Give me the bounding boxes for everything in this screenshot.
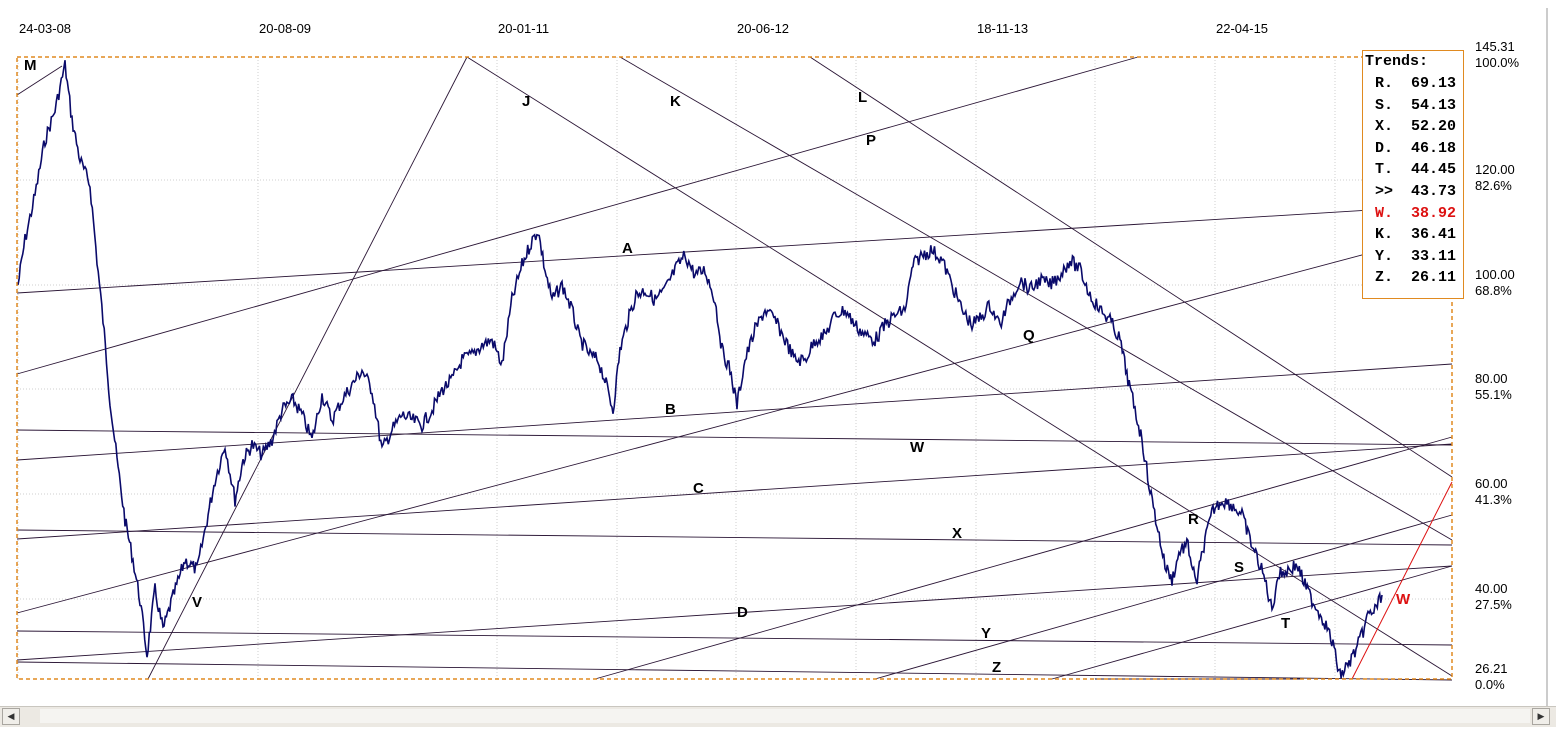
plot-frame — [16, 56, 1453, 680]
y-price-label: 145.31 — [1475, 39, 1515, 54]
active-trend-line-label: W — [1396, 591, 1411, 608]
x-tick-label: 18-11-13 — [977, 21, 1028, 36]
y-price-label: 120.00 — [1475, 162, 1515, 177]
trend-line-label-a: A — [622, 240, 633, 257]
trend-line-label-z: Z — [992, 659, 1001, 676]
trend-line — [16, 565, 1453, 661]
trend-line-label-m: M — [24, 57, 37, 74]
trend-line-label-s: S — [1234, 559, 1244, 576]
trend-line-label-t: T — [1281, 615, 1290, 632]
trend-line — [16, 630, 1453, 646]
x-tick-label: 22-04-15 — [1216, 21, 1268, 36]
trend-legend-row: D. 46.18 — [1375, 139, 1457, 157]
trend-line-label-p: P — [866, 132, 876, 149]
trend-line-label-w: W — [910, 439, 925, 456]
trend-line — [16, 529, 1453, 546]
trend-line — [16, 65, 63, 96]
x-tick-label: 24-03-08 — [19, 21, 71, 36]
trend-line — [16, 230, 1453, 614]
trend-line — [16, 661, 1453, 681]
trend-legend-row: T. 44.45 — [1375, 161, 1457, 179]
trend-line — [16, 56, 1139, 375]
trend-line — [16, 429, 1453, 446]
trend-legend-row: >> 43.73 — [1375, 183, 1457, 200]
trend-line-label-y: Y — [981, 625, 991, 642]
trend-line-label-k: K — [670, 93, 681, 110]
trend-line — [809, 56, 1453, 478]
trend-legend-row: R. 69.13 — [1375, 75, 1457, 92]
x-tick-label: 20-06-12 — [737, 21, 789, 36]
y-percent-label: 82.6% — [1475, 178, 1512, 193]
trend-line-label-q: Q — [1023, 327, 1035, 344]
trend-line — [16, 204, 1453, 294]
trend-legend-row: S. 54.13 — [1375, 96, 1457, 114]
y-percent-label: 27.5% — [1475, 597, 1512, 612]
trend-line-label-r: R — [1188, 511, 1199, 528]
active-trend-line-w — [1351, 481, 1453, 680]
y-percent-label: 0.0% — [1475, 677, 1505, 692]
trend-line-label-b: B — [665, 401, 676, 418]
y-price-label: 26.21 — [1475, 661, 1508, 676]
trend-line-label-j: J — [522, 93, 530, 110]
trend-line-label-c: C — [693, 480, 704, 497]
trend-lines — [16, 56, 1453, 681]
scroll-left-button[interactable]: ◀ — [2, 708, 20, 725]
trend-line — [619, 56, 1453, 541]
trend-line-label-l: L — [858, 89, 867, 106]
y-percent-label: 68.8% — [1475, 283, 1512, 298]
trend-line-label-d: D — [737, 604, 748, 621]
x-axis-ticks: 24-03-08 20-08-09 20-01-11 20-06-12 18-11-13… — [19, 21, 1268, 36]
y-price-label: 100.00 — [1475, 267, 1515, 282]
trends-legend-title: Trends: — [1365, 53, 1429, 70]
y-percent-label: 100.0% — [1475, 55, 1520, 70]
trend-line — [16, 443, 1453, 540]
trend-line — [874, 514, 1453, 680]
trend-line-label-x: X — [952, 525, 962, 542]
y-percent-label: 55.1% — [1475, 387, 1512, 402]
y-price-label: 80.00 — [1475, 371, 1508, 386]
y-price-label: 60.00 — [1475, 476, 1508, 491]
price-series-line — [17, 60, 1383, 679]
trend-line — [147, 56, 468, 680]
trend-line — [594, 436, 1453, 680]
trend-line-label-v: V — [192, 594, 202, 611]
scroll-track[interactable] — [40, 709, 1530, 723]
trend-legend-row: K. 36.41 — [1375, 226, 1457, 244]
x-tick-label: 20-08-09 — [259, 21, 311, 36]
trend-legend-row: Z. 26.11 — [1375, 269, 1457, 287]
y-percent-label: 41.3% — [1475, 492, 1512, 507]
trend-legend-row: Y. 33.11 — [1375, 247, 1457, 265]
y-price-label: 40.00 — [1475, 581, 1508, 596]
trend-line-labels: M J K L P A Q B W C R X S V D T YZ W — [24, 57, 1411, 676]
x-tick-label: 20-01-11 — [498, 21, 549, 36]
horizontal-scrollbar[interactable]: ◀ ▶ — [0, 706, 1556, 727]
trends-legend: Trends: R. 69.13 S. 54.13 X. 52.20 D. 46.18… — [1362, 50, 1464, 299]
trend-legend-row: X. 52.20 — [1375, 118, 1457, 136]
trend-line — [1051, 565, 1453, 680]
trend-legend-row: W. 38.92 — [1375, 204, 1457, 222]
scroll-right-button[interactable]: ▶ — [1532, 708, 1550, 725]
